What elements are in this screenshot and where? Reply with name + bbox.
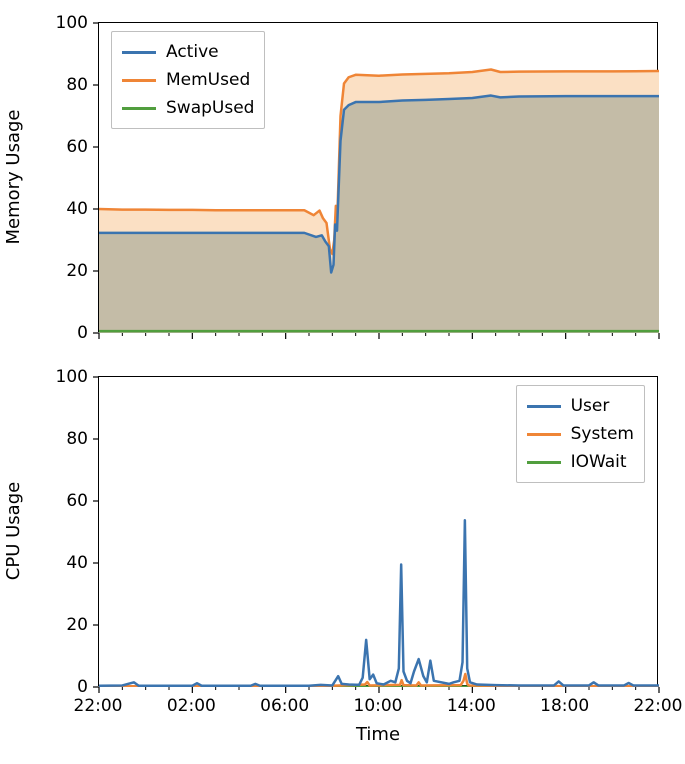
- ytick-label: 40: [66, 199, 88, 219]
- memory-legend: Active MemUsed SwapUsed: [111, 31, 265, 129]
- legend-swatch: [527, 433, 561, 436]
- xtick-label: 22:00: [634, 696, 683, 716]
- cpu-legend: User System IOWait: [516, 385, 645, 483]
- xtick-label: 10:00: [354, 696, 403, 716]
- ytick-label: 20: [66, 615, 88, 635]
- ytick-label: 40: [66, 553, 88, 573]
- legend-swatch: [122, 51, 156, 54]
- legend-swatch: [122, 107, 156, 110]
- legend-label: MemUsed: [166, 70, 250, 90]
- xtick-label: 22:00: [74, 696, 123, 716]
- ytick-label: 0: [77, 677, 88, 697]
- legend-swatch: [122, 79, 156, 82]
- legend-swatch: [527, 461, 561, 464]
- figure: Active MemUsed SwapUsed Memory Usage User S…: [0, 0, 685, 764]
- legend-label: SwapUsed: [166, 98, 254, 118]
- ytick-label: 100: [56, 367, 88, 387]
- memory-ylabel: Memory Usage: [3, 109, 24, 244]
- legend-item: IOWait: [527, 448, 634, 476]
- xtick-label: 06:00: [260, 696, 309, 716]
- legend-item: SwapUsed: [122, 94, 254, 122]
- ytick-label: 80: [66, 75, 88, 95]
- ytick-label: 100: [56, 13, 88, 33]
- legend-item: System: [527, 420, 634, 448]
- legend-label: Active: [166, 42, 219, 62]
- ytick-label: 0: [77, 323, 88, 343]
- ytick-label: 80: [66, 429, 88, 449]
- xtick-label: 14:00: [447, 696, 496, 716]
- legend-label: User: [571, 396, 610, 416]
- legend-item: User: [527, 392, 634, 420]
- x-axis-label: Time: [356, 724, 400, 745]
- cpu-ylabel: CPU Usage: [3, 482, 24, 580]
- legend-item: MemUsed: [122, 66, 254, 94]
- cpu-usage-panel: User System IOWait: [98, 376, 658, 686]
- legend-label: IOWait: [571, 452, 627, 472]
- memory-usage-panel: Active MemUsed SwapUsed: [98, 22, 658, 332]
- xtick-label: 18:00: [540, 696, 589, 716]
- legend-swatch: [527, 405, 561, 408]
- ytick-label: 20: [66, 261, 88, 281]
- ytick-label: 60: [66, 491, 88, 511]
- legend-label: System: [571, 424, 634, 444]
- legend-item: Active: [122, 38, 254, 66]
- xtick-label: 02:00: [167, 696, 216, 716]
- ytick-label: 60: [66, 137, 88, 157]
